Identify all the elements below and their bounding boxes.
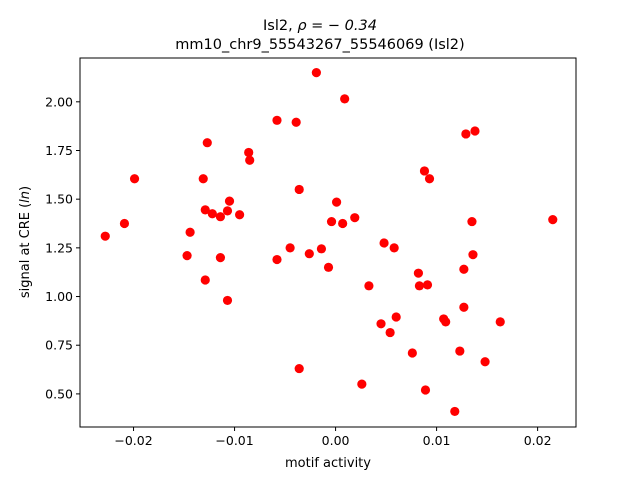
data-point	[311, 68, 321, 78]
chart-title-line-1: Isl2, ρ = − 0.34	[263, 18, 377, 34]
data-point	[272, 115, 282, 125]
data-point	[450, 406, 460, 417]
data-point	[413, 268, 424, 278]
y-axis-label-suffix: )	[18, 186, 33, 191]
data-point	[222, 295, 233, 306]
data-point	[119, 218, 130, 229]
x-axis-ticks: −0.02 −0.01 0.00 0.01 0.02	[114, 427, 552, 448]
data-point	[331, 197, 342, 207]
y-tick-label: 1.75	[45, 143, 73, 158]
data-point	[455, 346, 465, 356]
x-tick-label: −0.02	[114, 433, 152, 448]
data-point	[340, 94, 350, 104]
x-tick-label: −0.01	[215, 433, 253, 448]
data-point	[235, 210, 245, 220]
data-point	[338, 218, 348, 229]
y-tick-label: 2.00	[45, 94, 73, 109]
y-axis-label-prefix: signal at CRE (	[18, 203, 33, 298]
data-point	[294, 363, 304, 374]
x-tick-label: 0.01	[423, 433, 451, 448]
y-axis-ticks: 0.50 0.75 1.00 1.25 1.50 1.75 2.00	[45, 94, 80, 401]
data-point	[376, 319, 386, 329]
x-tick-label: 0.00	[322, 433, 350, 448]
data-point	[304, 249, 314, 259]
data-point	[357, 379, 367, 389]
data-point	[407, 348, 417, 358]
chart-title-gene: Isl2,	[263, 18, 297, 34]
data-point	[202, 138, 212, 148]
data-point	[222, 206, 233, 216]
data-point	[420, 385, 431, 395]
data-point	[316, 244, 327, 254]
data-point	[495, 317, 505, 327]
data-point	[461, 129, 471, 139]
data-point	[323, 262, 334, 272]
data-point	[459, 264, 469, 274]
data-point	[215, 212, 226, 222]
data-point	[215, 252, 226, 263]
y-tick-label: 1.50	[45, 192, 73, 207]
chart-title-rho: ρ = − 0.34	[297, 18, 377, 34]
data-point	[244, 147, 254, 158]
y-tick-label: 1.00	[45, 289, 73, 304]
data-point	[364, 281, 374, 291]
data-point	[422, 280, 433, 290]
data-point	[459, 302, 469, 312]
data-point	[391, 312, 401, 322]
data-point	[129, 174, 140, 184]
data-point	[548, 215, 558, 225]
data-point	[441, 317, 451, 327]
data-point	[224, 196, 235, 206]
data-point	[182, 251, 192, 261]
data-point	[185, 227, 195, 237]
data-point	[389, 243, 399, 253]
data-point	[470, 126, 480, 136]
data-point	[350, 213, 360, 223]
y-tick-label: 0.50	[45, 386, 73, 401]
y-tick-label: 1.25	[45, 240, 73, 255]
y-axis-label-unit: ln	[18, 191, 33, 203]
y-tick-label: 0.75	[45, 338, 73, 353]
data-point	[468, 250, 478, 260]
data-point	[467, 216, 477, 227]
data-point	[285, 243, 295, 253]
data-point	[272, 254, 282, 265]
chart-title-line-2: mm10_chr9_55543267_55546069 (Isl2)	[175, 37, 464, 53]
data-point	[245, 155, 255, 165]
data-point	[294, 184, 304, 195]
plot-area-frame	[79, 57, 577, 428]
data-point	[198, 174, 208, 184]
data-point	[200, 205, 210, 215]
data-point	[291, 117, 301, 127]
data-point	[424, 174, 435, 184]
data-point	[480, 357, 490, 367]
data-point	[207, 209, 217, 219]
x-tick-label: 0.02	[524, 433, 552, 448]
data-point	[419, 166, 430, 176]
data-point	[379, 238, 389, 248]
data-point	[414, 281, 425, 291]
x-axis-label: motif activity	[285, 456, 371, 471]
data-point	[100, 231, 110, 241]
data-point	[385, 327, 395, 338]
data-point	[200, 275, 210, 285]
data-point	[326, 216, 337, 227]
y-axis-label: signal at CRE (ln)	[18, 186, 33, 298]
data-points	[100, 68, 558, 417]
